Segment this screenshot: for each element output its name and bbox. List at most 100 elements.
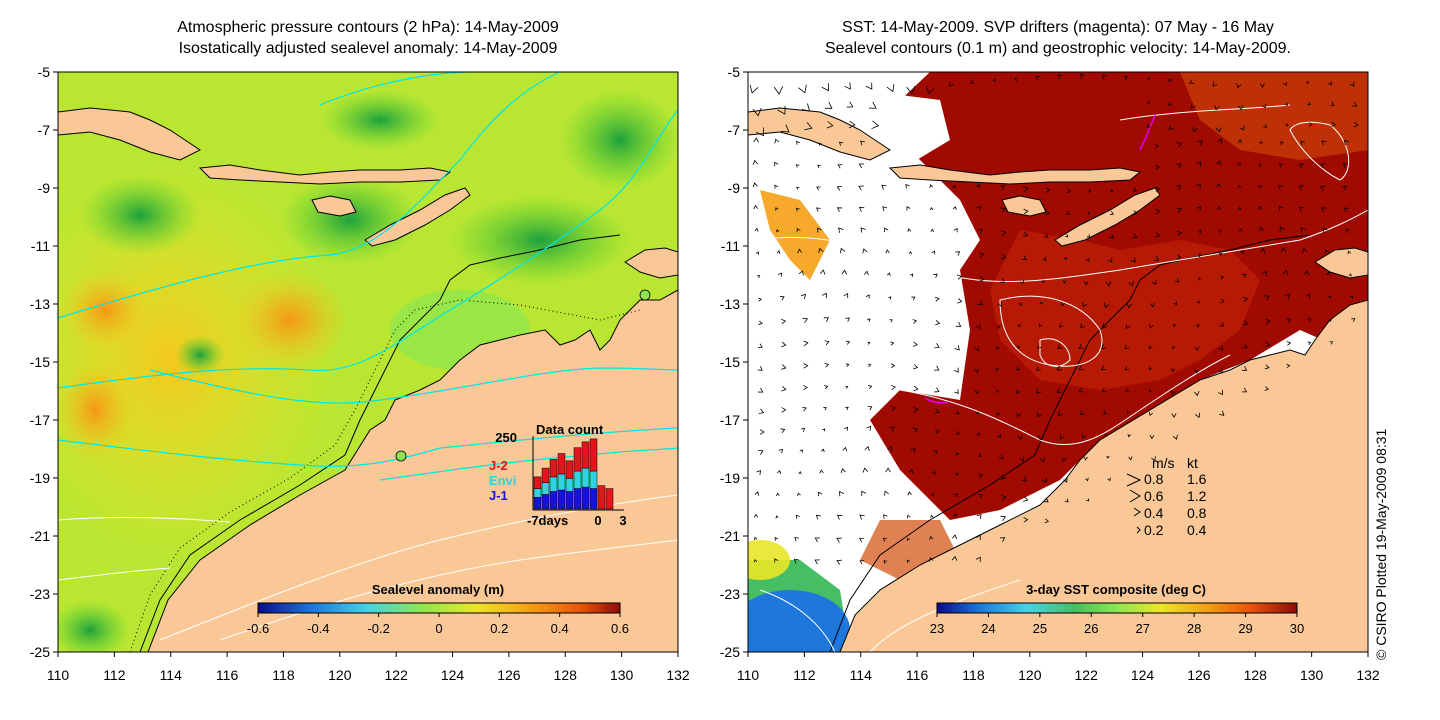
velocity-vector [858,206,865,212]
velocity-vector [906,206,911,211]
velocity-vector [1057,74,1063,80]
left-y-tick-label: -13 [30,296,50,312]
velocity-vector [1239,125,1245,131]
right-colorbar-ticks: 23 24 25 26 27 28 29 30 [930,613,1304,636]
inset-bar-envi-2 [549,476,558,492]
velocity-vector [1188,79,1194,84]
velocity-vector [886,272,891,277]
velocity-vector [753,536,758,541]
inset-bar-envi-0 [533,488,542,498]
velocity-vector [1066,188,1072,194]
velocity-vector [1105,433,1109,438]
velocity-vector [781,364,787,370]
sealevel-contour-2 [899,354,1231,445]
velocity-vector [1328,81,1332,86]
velocity-vector [819,469,824,474]
right-x-tick-label: 110 [737,667,760,683]
velocity-vector [775,515,779,519]
velocity-vector [1040,301,1044,305]
velocity-vector [1044,210,1050,216]
left-java-island [58,107,201,161]
velocity-vector [1148,411,1153,417]
velocity-vector [949,81,954,87]
velocity-vector [821,292,827,299]
velocity-vector [867,363,872,368]
velocity-vector [885,249,890,254]
velocity-vector [1106,455,1110,459]
right-tanimbar-island [1314,247,1368,279]
velocity-vector [1307,341,1312,345]
left-station-marker-2 [639,289,651,301]
velocity-vector [816,186,821,191]
velocity-vector [955,431,960,435]
right-lesser-sunda-islands [888,164,1142,185]
velocity-vector [1148,345,1153,350]
velocity-vector [753,558,758,563]
velocity-vector [798,270,804,276]
velocity-vector [867,341,871,345]
velocity-vector [889,426,895,432]
velocity-vector [913,385,919,392]
velocity-vector [888,296,892,300]
inset-x-label-end: 3 [619,513,626,528]
sealevel-contour-eddy [999,295,1103,367]
velocity-vector [1237,105,1244,111]
velocity-vector [881,184,887,190]
left-panel-title: Atmospheric pressure contours (2 hPa): 1… [58,17,678,59]
velocity-vector [976,432,980,436]
velocity-vector [1132,187,1138,193]
velocity-vector [1154,143,1160,149]
velocity-vector [1149,434,1155,440]
velocity-vector [1155,186,1161,192]
velocity-vector [818,491,823,497]
velocity-vector [912,319,918,324]
left-x-tick-label: 122 [385,667,409,683]
inset-bar-j-1-7 [589,488,598,510]
velocity-vector [909,273,914,277]
velocity-vector [1345,228,1350,233]
velocity-vector [1022,496,1029,502]
velocity-vector [977,494,983,499]
velocity-vector [1079,73,1086,79]
right-x-tick-label: 132 [1356,667,1380,683]
velocity-vector [934,387,940,393]
velocity-vector [882,206,888,212]
velocity-vector [1299,163,1305,169]
velocity-vector [1132,233,1138,239]
right-title-line1: SST: 14-May-2009. SVP drifters (magenta)… [842,19,1274,36]
left-colorbar-ticks: -0.6 -0.4 -0.2 0 0.2 0.4 0.6 [247,613,629,636]
colorbar-tick-label: -0.6 [247,621,269,636]
left-x-tick-label: 110 [47,667,70,683]
right-timor-island [1054,187,1161,247]
velocity-vector [1155,232,1161,238]
left-x-tick-label: 128 [554,667,578,683]
left-x-tick-label: 124 [441,667,465,683]
velocity-vector [848,120,856,129]
velocity-vector [954,345,960,351]
velocity-vector [801,428,806,432]
velocity-vector [1124,76,1129,81]
inset-bar-envi-3 [557,473,566,491]
velocity-vector [1176,142,1183,148]
velocity-legend-ms-1: 0.6 [1144,488,1164,504]
right-x-tick-label: 130 [1300,667,1324,683]
left-y-tick-label: -23 [30,586,50,602]
velocity-vector [999,278,1005,283]
left-x-tick-label: 130 [610,667,634,683]
velocity-vector [935,320,941,326]
velocity-vector [1265,341,1271,348]
velocity-vector [1059,323,1064,328]
sealevel-contour-5 [869,579,1021,652]
left-tanimbar-island [624,247,678,279]
velocity-vector [757,343,763,348]
velocity-vector [1042,477,1047,483]
velocity-vector [1197,276,1202,281]
right-y-tick-label: -13 [720,296,740,312]
velocity-vector [1278,185,1283,190]
velocity-vector [774,184,779,189]
velocity-vector [755,251,759,255]
right-y-tick-label: -25 [720,644,740,660]
velocity-vector [1219,410,1225,416]
velocity-vector [1329,101,1335,106]
velocity-vector [1041,279,1045,284]
